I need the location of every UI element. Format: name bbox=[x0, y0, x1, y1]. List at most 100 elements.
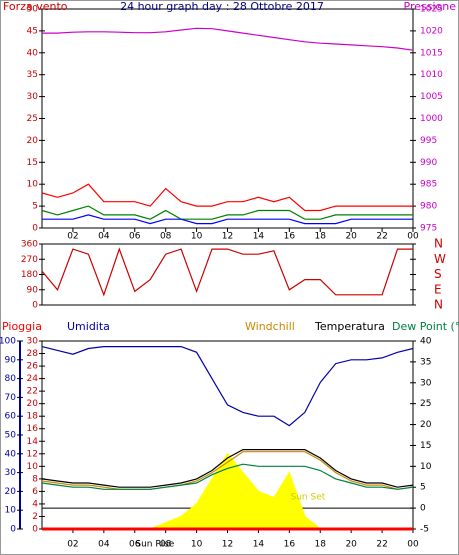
legend-entry: Umidita bbox=[67, 320, 110, 333]
y2-tick-label: 1000 bbox=[420, 114, 443, 124]
y-tick-label: 30 bbox=[5, 468, 17, 478]
y3-tick-label: 24 bbox=[27, 374, 39, 384]
x-tick-label: 22 bbox=[376, 540, 387, 550]
annotation: Sun Set bbox=[291, 493, 326, 503]
y2-tick-label: 15 bbox=[420, 441, 431, 451]
y-tick-label: 50 bbox=[27, 5, 39, 15]
x-tick-label: 22 bbox=[376, 232, 387, 242]
y2-axis-title: Pressione bbox=[404, 0, 457, 13]
y-tick-label: 40 bbox=[27, 48, 39, 58]
y3-tick-label: 20 bbox=[27, 399, 39, 409]
y-tick-label: 25 bbox=[27, 114, 38, 124]
x-tick-label: 18 bbox=[315, 232, 327, 242]
y3-tick-label: 10 bbox=[27, 462, 39, 472]
y2-tick-label: 40 bbox=[420, 337, 432, 347]
y-tick-label: 100 bbox=[0, 337, 16, 347]
y-tick-label: 180 bbox=[21, 270, 38, 280]
y-tick-label: 0 bbox=[10, 525, 16, 535]
y2-tick-label: 35 bbox=[420, 357, 431, 367]
y3-tick-label: 26 bbox=[27, 362, 39, 372]
x-tick-label: 16 bbox=[284, 540, 296, 550]
y2-tick-label: N bbox=[434, 237, 443, 251]
y3-tick-label: 22 bbox=[27, 387, 38, 397]
legend-entry: Temperatura bbox=[314, 320, 385, 333]
y3-tick-label: 0 bbox=[32, 525, 38, 535]
y2-tick-label: 5 bbox=[420, 483, 426, 493]
y3-tick-label: 14 bbox=[27, 437, 39, 447]
y-tick-label: 90 bbox=[27, 285, 39, 295]
x-tick-label: 02 bbox=[67, 540, 78, 550]
x-tick-label: 20 bbox=[345, 540, 357, 550]
y-tick-label: 40 bbox=[5, 449, 17, 459]
x-tick-label: 06 bbox=[129, 540, 141, 550]
y-tick-label: 0 bbox=[32, 301, 38, 311]
y3-tick-label: 2 bbox=[32, 512, 38, 522]
y3-tick-label: 28 bbox=[27, 349, 39, 359]
y-tick-label: 35 bbox=[27, 70, 38, 80]
line bbox=[41, 183, 413, 212]
x-tick-label: 04 bbox=[98, 540, 110, 550]
x-tick-label: 16 bbox=[284, 232, 296, 242]
legend-entry: Dew Point (°C bbox=[392, 320, 459, 333]
y-tick-label: 15 bbox=[27, 158, 38, 168]
y3-tick-label: 8 bbox=[32, 474, 38, 484]
y-tick-label: 10 bbox=[5, 506, 17, 516]
x-tick-label: 12 bbox=[222, 540, 233, 550]
y2-tick-label: -5 bbox=[420, 525, 429, 535]
legend-entry: Windchill bbox=[245, 320, 295, 333]
y2-tick-label: 1025 bbox=[420, 5, 443, 15]
line bbox=[41, 463, 414, 490]
y2-tick-label: 30 bbox=[420, 378, 432, 388]
y-tick-label: 90 bbox=[5, 355, 17, 365]
y2-tick-label: 20 bbox=[420, 420, 432, 430]
chart-title: 24 hour graph day : 28 Ottobre 2017 bbox=[120, 0, 324, 13]
y2-tick-label: E bbox=[434, 282, 442, 296]
y-tick-label: 5 bbox=[32, 202, 38, 212]
y-axis-title: Forza vento bbox=[3, 0, 68, 13]
y-tick-label: 20 bbox=[27, 136, 39, 146]
y2-tick-label: W bbox=[434, 252, 446, 266]
x-tick-label: 10 bbox=[191, 540, 203, 550]
y2-tick-label: 995 bbox=[420, 136, 437, 146]
y-tick-label: 50 bbox=[5, 431, 17, 441]
line bbox=[42, 27, 414, 51]
x-tick-label: 20 bbox=[345, 232, 357, 242]
y-tick-label: 360 bbox=[21, 240, 38, 250]
x-tick-label: 18 bbox=[315, 540, 327, 550]
y3-tick-label: 12 bbox=[27, 449, 38, 459]
y2-tick-label: 990 bbox=[420, 158, 437, 168]
y2-tick-label: 1015 bbox=[420, 48, 443, 58]
y2-tick-label: 10 bbox=[420, 462, 432, 472]
y-tick-label: 70 bbox=[5, 393, 17, 403]
x-tick-label: 04 bbox=[98, 232, 110, 242]
x-tick-label: 08 bbox=[160, 540, 172, 550]
y2-tick-label: 25 bbox=[420, 399, 431, 409]
x-tick-label: 06 bbox=[129, 232, 141, 242]
y2-tick-label: 1020 bbox=[420, 26, 443, 36]
x-tick-label: 14 bbox=[253, 232, 265, 242]
line bbox=[41, 449, 414, 488]
legend-entry: Pioggia bbox=[2, 320, 42, 333]
plot-area bbox=[41, 243, 414, 306]
x-tick-label: 10 bbox=[191, 232, 203, 242]
x-tick-label: 00 bbox=[407, 540, 419, 550]
y-tick-label: 10 bbox=[27, 180, 39, 190]
line bbox=[41, 346, 414, 427]
y-tick-label: 80 bbox=[5, 374, 17, 384]
y-tick-label: 0 bbox=[32, 224, 38, 234]
y2-tick-label: 985 bbox=[420, 180, 437, 190]
y2-tick-label: 0 bbox=[420, 504, 426, 514]
annotation: Sun Rise bbox=[135, 540, 174, 550]
y2-tick-label: 1010 bbox=[420, 70, 443, 80]
line bbox=[42, 214, 413, 225]
y-tick-label: 45 bbox=[27, 26, 38, 36]
y2-tick-label: 975 bbox=[420, 224, 437, 234]
x-tick-label: 12 bbox=[222, 232, 233, 242]
line bbox=[41, 451, 414, 490]
y2-tick-label: S bbox=[434, 267, 442, 281]
y-tick-label: 20 bbox=[5, 487, 17, 497]
x-tick-label: 08 bbox=[160, 232, 172, 242]
y-tick-label: 60 bbox=[5, 412, 17, 422]
y2-tick-label: 1005 bbox=[420, 92, 443, 102]
